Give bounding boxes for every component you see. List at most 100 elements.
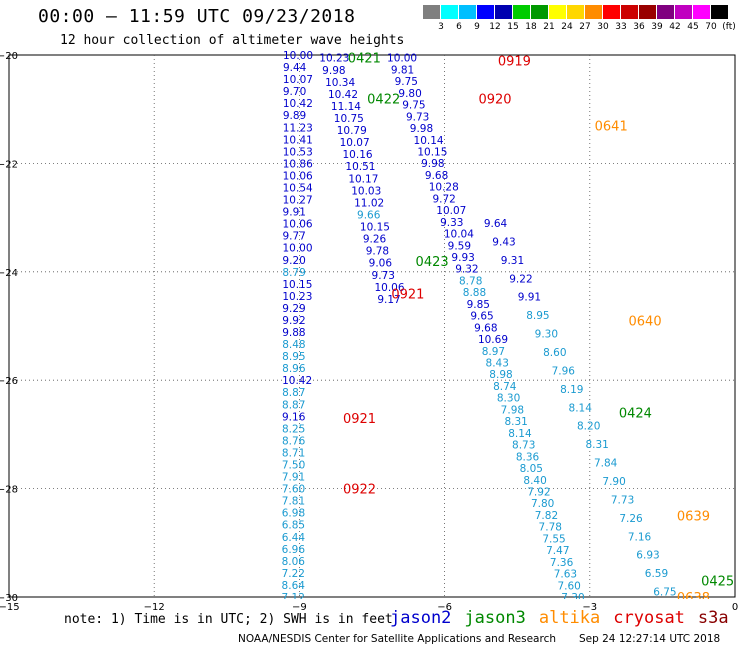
swh-value: 9.16 bbox=[282, 411, 306, 423]
color-scale-tick: 45 bbox=[687, 22, 699, 32]
swh-value: 7.78 bbox=[539, 522, 562, 534]
swh-value: 7.16 bbox=[628, 531, 652, 543]
swh-value: 7.96 bbox=[552, 365, 576, 377]
color-swatch bbox=[477, 5, 495, 19]
pass-time-label: 0425 bbox=[701, 575, 734, 590]
color-scale-tick: 27 bbox=[579, 22, 591, 32]
swh-value: 7.30 bbox=[561, 592, 584, 604]
swh-value: 8.31 bbox=[504, 416, 527, 428]
swh-value: 7.81 bbox=[282, 496, 305, 508]
swh-value: 6.44 bbox=[282, 532, 306, 544]
color-scale-tick: 42 bbox=[669, 22, 681, 32]
swh-value: 8.87 bbox=[282, 399, 305, 411]
swh-value: 8.19 bbox=[560, 384, 583, 396]
swh-value: 7.60 bbox=[557, 580, 580, 592]
swh-value: 9.78 bbox=[366, 246, 389, 258]
y-tick-label: −22 bbox=[0, 159, 18, 170]
swh-value: 8.30 bbox=[497, 393, 520, 405]
swh-value: 6.98 bbox=[282, 508, 305, 520]
swh-value: 9.91 bbox=[518, 292, 541, 304]
y-tick-label: −28 bbox=[0, 485, 18, 496]
swh-value: 10.34 bbox=[325, 77, 355, 89]
swh-value: 7.22 bbox=[282, 568, 305, 580]
color-scale-tick: 30 bbox=[597, 22, 609, 32]
swh-value: 10.75 bbox=[334, 113, 364, 125]
swh-value: 10.54 bbox=[283, 182, 313, 194]
color-scale-bar bbox=[423, 5, 729, 19]
swh-value: 10.06 bbox=[374, 282, 404, 294]
swh-value: 10.06 bbox=[283, 219, 313, 231]
color-scale-tick: 12 bbox=[489, 22, 501, 32]
swh-value: 8.14 bbox=[569, 402, 593, 414]
swh-value: 9.81 bbox=[391, 64, 414, 76]
swh-value: 9.73 bbox=[406, 111, 429, 123]
swh-value: 8.95 bbox=[282, 351, 305, 363]
legend-entry-jason2: jason2 bbox=[390, 608, 452, 628]
swh-value: 8.97 bbox=[482, 346, 505, 358]
swh-value: 9.30 bbox=[535, 329, 558, 341]
pass-time-label: 0424 bbox=[619, 407, 652, 422]
swh-value: 7.80 bbox=[531, 498, 554, 510]
x-tick-label: 0 bbox=[732, 602, 738, 613]
x-tick-label: −6 bbox=[437, 602, 452, 613]
generation-timestamp: Sep 24 12:27:14 UTC 2018 bbox=[579, 633, 721, 645]
swh-value: 7.47 bbox=[546, 545, 569, 557]
color-swatch bbox=[585, 5, 603, 19]
swh-value: 9.59 bbox=[448, 240, 471, 252]
pass-time-label: 0423 bbox=[416, 255, 449, 270]
swh-value: 10.86 bbox=[283, 158, 313, 170]
color-scale-tick: 36 bbox=[633, 22, 645, 32]
swh-value: 9.80 bbox=[398, 88, 421, 100]
swh-value: 10.14 bbox=[414, 135, 444, 147]
legend-entry-s3a: s3a bbox=[697, 608, 729, 628]
swh-value: 7.60 bbox=[282, 484, 305, 496]
color-swatch bbox=[423, 5, 441, 19]
color-swatch bbox=[495, 5, 513, 19]
swh-value: 9.32 bbox=[455, 264, 478, 276]
color-swatch bbox=[657, 5, 675, 19]
swh-value: 10.17 bbox=[348, 173, 378, 185]
swh-value: 8.87 bbox=[282, 387, 305, 399]
swh-value: 7.50 bbox=[282, 460, 305, 472]
swh-value: 10.15 bbox=[360, 222, 390, 234]
swh-value: 10.15 bbox=[417, 146, 447, 158]
swh-value: 9.88 bbox=[282, 327, 305, 339]
swh-value: 9.98 bbox=[322, 65, 345, 77]
color-swatch bbox=[693, 5, 711, 19]
data-layer: 10.009.4410.079.7010.429.8911.2310.4110.… bbox=[282, 50, 735, 604]
swh-value: 10.42 bbox=[282, 375, 312, 387]
pass-time-label: 0920 bbox=[478, 92, 511, 107]
swh-value: 7.91 bbox=[282, 472, 305, 484]
swh-value: 8.31 bbox=[585, 439, 608, 451]
color-swatch bbox=[621, 5, 639, 19]
swh-value: 8.71 bbox=[282, 447, 305, 459]
swh-value: 7.55 bbox=[542, 533, 565, 545]
credit-line: NOAA/NESDIS Center for Satellite Applica… bbox=[238, 633, 556, 645]
swh-value: 7.98 bbox=[501, 404, 524, 416]
footnote: note: 1) Time is in UTC; 2) SWH is in fe… bbox=[64, 612, 393, 627]
swh-value: 10.42 bbox=[328, 89, 358, 101]
swh-value: 9.85 bbox=[467, 299, 490, 311]
color-swatch bbox=[603, 5, 621, 19]
swh-value: 9.66 bbox=[357, 209, 381, 221]
swh-value: 7.12 bbox=[282, 592, 305, 604]
swh-value: 8.36 bbox=[516, 451, 540, 463]
swh-value: 9.44 bbox=[283, 62, 307, 74]
swh-value: 10.00 bbox=[282, 243, 312, 255]
swh-value: 9.65 bbox=[470, 311, 493, 323]
swh-value: 9.98 bbox=[421, 158, 444, 170]
swh-value: 8.25 bbox=[282, 423, 305, 435]
pass-time-label: 0421 bbox=[348, 52, 381, 67]
swh-value: 10.00 bbox=[283, 50, 313, 62]
swh-value: 10.28 bbox=[429, 182, 459, 194]
x-tick-label: −15 bbox=[0, 602, 20, 613]
color-scale-tick: 33 bbox=[615, 22, 627, 32]
color-scale-tick: 24 bbox=[561, 22, 573, 32]
swh-value: 9.75 bbox=[402, 100, 425, 112]
swh-value: 9.98 bbox=[410, 123, 433, 135]
color-scale-tick: 6 bbox=[456, 22, 462, 32]
swh-value: 9.20 bbox=[282, 255, 305, 267]
swh-value: 9.43 bbox=[492, 236, 515, 248]
swh-value: 8.76 bbox=[282, 435, 306, 447]
